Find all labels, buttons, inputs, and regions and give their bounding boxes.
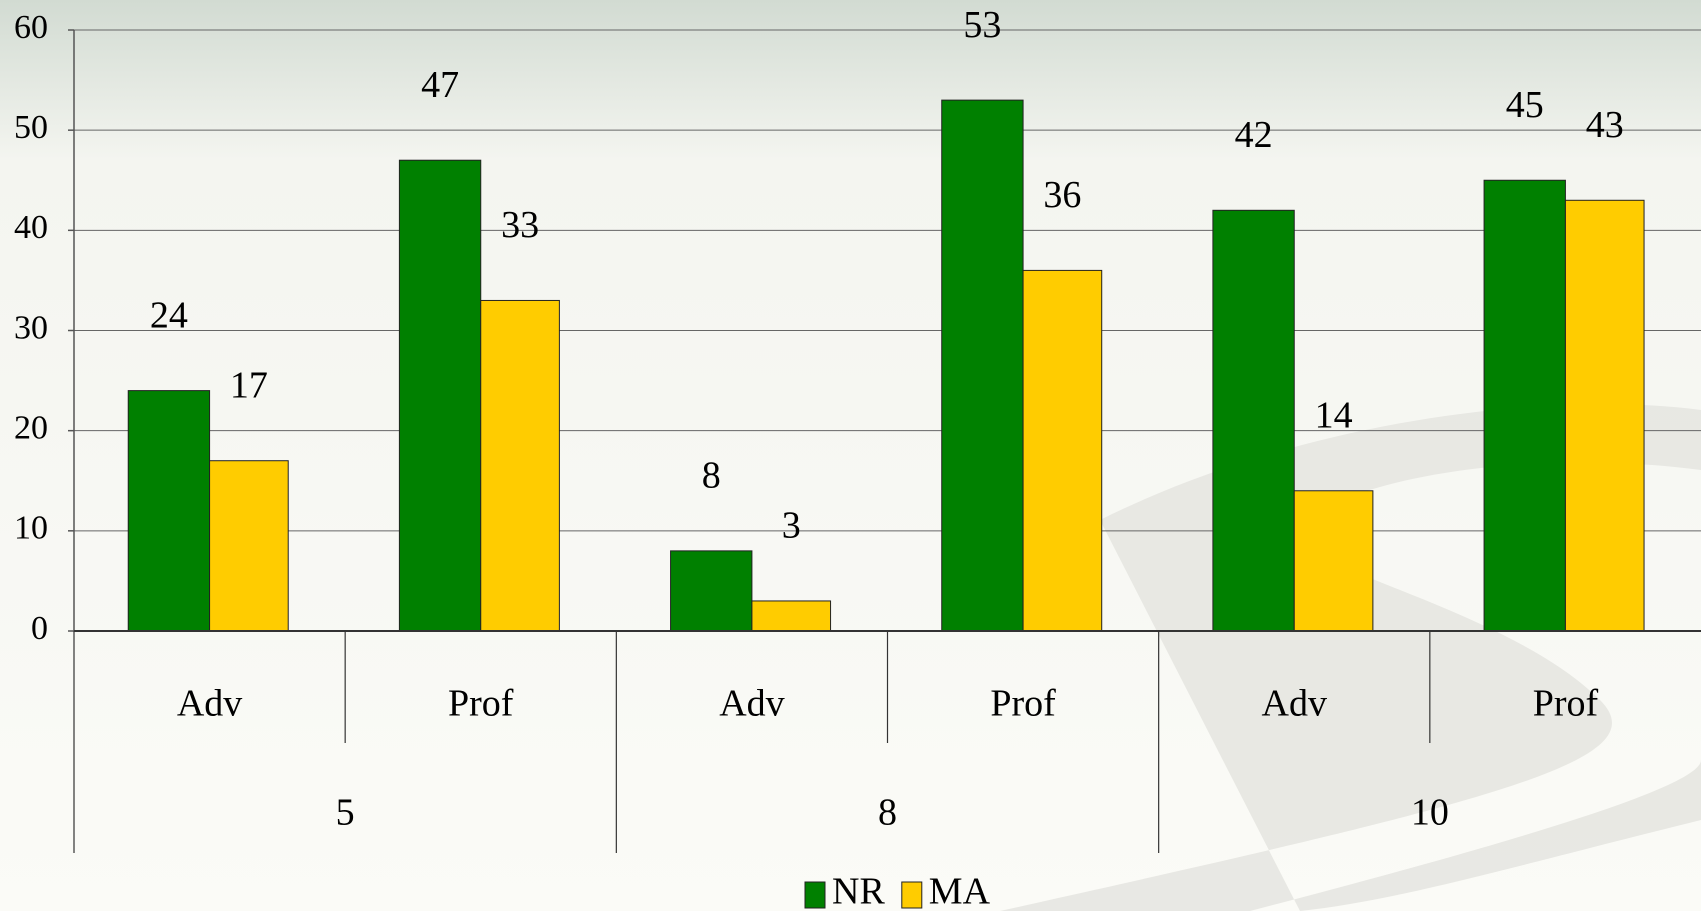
bar bbox=[751, 600, 832, 632]
legend-swatch bbox=[804, 881, 826, 909]
group-label: 8 bbox=[878, 792, 897, 834]
data-label: 47 bbox=[421, 64, 459, 106]
data-label: 8 bbox=[702, 455, 721, 497]
y-tick-label: 10 bbox=[14, 510, 48, 547]
data-label: 17 bbox=[230, 364, 268, 406]
bar bbox=[1022, 269, 1103, 632]
legend-label: NR bbox=[832, 871, 885, 911]
y-tick-label: 30 bbox=[14, 309, 48, 346]
bar bbox=[1212, 209, 1295, 632]
bar bbox=[127, 390, 211, 632]
bar bbox=[941, 99, 1024, 632]
group-label: 5 bbox=[336, 792, 355, 834]
data-label: 45 bbox=[1506, 84, 1544, 126]
bar bbox=[1483, 179, 1566, 632]
x-tick-label: Prof bbox=[1533, 683, 1599, 725]
x-tick-label: Prof bbox=[990, 683, 1056, 725]
group-label: 10 bbox=[1411, 792, 1449, 834]
data-label: 42 bbox=[1235, 114, 1273, 156]
data-label: 3 bbox=[782, 505, 801, 547]
legend-swatch bbox=[901, 881, 923, 909]
y-tick-label: 0 bbox=[31, 610, 48, 647]
x-tick-label: Prof bbox=[448, 683, 514, 725]
data-label: 33 bbox=[501, 204, 539, 246]
y-tick-label: 60 bbox=[14, 9, 48, 46]
bar bbox=[209, 460, 289, 632]
y-tick-label: 40 bbox=[14, 209, 48, 246]
bar bbox=[670, 550, 753, 632]
bar bbox=[480, 299, 560, 632]
x-tick-label: Adv bbox=[1262, 683, 1327, 725]
y-tick-label: 50 bbox=[14, 109, 48, 146]
data-label: 53 bbox=[963, 4, 1001, 46]
legend-label: MA bbox=[929, 871, 991, 911]
data-label: 14 bbox=[1315, 394, 1353, 436]
data-label: 43 bbox=[1586, 104, 1624, 146]
y-tick-label: 20 bbox=[14, 409, 48, 446]
bar bbox=[1293, 490, 1374, 632]
bar bbox=[1564, 199, 1645, 632]
x-tick-label: Adv bbox=[177, 683, 242, 725]
x-tick-label: Adv bbox=[719, 683, 784, 725]
data-label: 24 bbox=[150, 294, 188, 336]
data-label: 36 bbox=[1043, 174, 1081, 216]
bar bbox=[398, 159, 482, 632]
